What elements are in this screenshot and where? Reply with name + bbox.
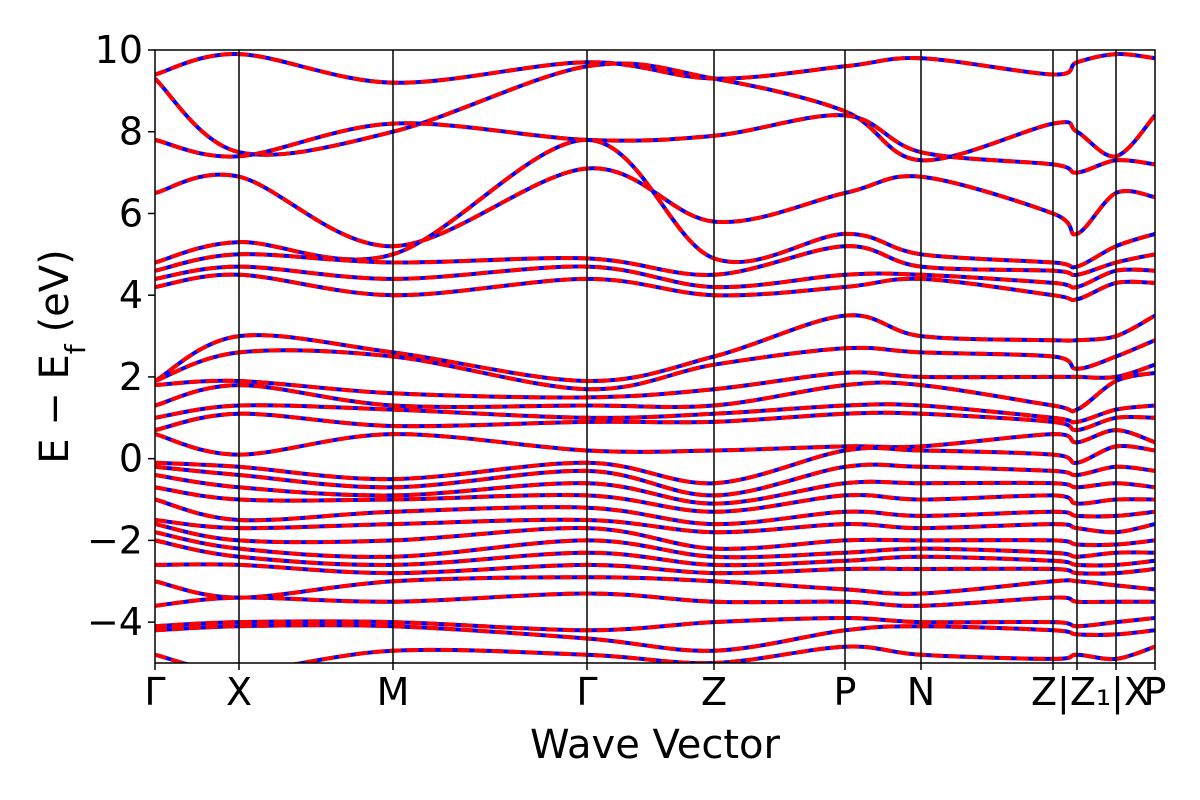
kpoint-lines xyxy=(238,50,1117,663)
y-axis-ticks: −4 −2 0 2 4 6 8 10 xyxy=(87,28,155,644)
y-tick-label-2: 0 xyxy=(119,437,143,481)
y-axis-label-unit: (eV) xyxy=(32,249,78,332)
band-line-25 xyxy=(155,575,1155,600)
y-tick-label-6: 8 xyxy=(119,110,143,154)
band-line-8 xyxy=(155,313,1155,384)
x-tick-label-1: X xyxy=(226,670,252,714)
y-axis-label-main: E − E xyxy=(32,354,78,464)
band-line-3 xyxy=(155,166,1155,249)
band-line-overlay-22 xyxy=(155,530,1155,560)
y-tick-label-5: 6 xyxy=(119,191,143,235)
x-tick-label-2: M xyxy=(377,670,410,714)
x-axis-ticks: Γ X M Γ Z P N Z|Z₁|XP xyxy=(144,663,1166,715)
band-line-29 xyxy=(155,644,1155,663)
y-tick-label-3: 2 xyxy=(119,355,143,399)
band-line-overlay-9 xyxy=(155,338,1155,392)
y-tick-label-0: −4 xyxy=(87,600,143,644)
x-tick-label-6: N xyxy=(907,670,935,714)
band-line-2 xyxy=(155,113,1155,175)
plot-frame xyxy=(154,49,1156,664)
x-tick-label-3: Γ xyxy=(576,670,597,714)
y-tick-label-7: 10 xyxy=(95,28,143,72)
band-line-overlay-1 xyxy=(155,61,1155,163)
band-line-overlay-3 xyxy=(155,166,1155,249)
x-tick-label-4: Z xyxy=(701,670,727,714)
bands-layer xyxy=(155,52,1155,663)
y-axis-label: E − Ef (eV) xyxy=(32,249,92,464)
band-line-16 xyxy=(155,462,1155,498)
band-line-9 xyxy=(155,338,1155,392)
x-tick-label-tail: Z|Z₁|X xyxy=(1031,670,1150,715)
band-line-11 xyxy=(155,370,1155,414)
x-axis-label: Wave Vector xyxy=(530,722,781,768)
x-tick-label-10: P xyxy=(1144,670,1167,714)
band-line-overlay-2 xyxy=(155,113,1155,175)
y-axis-label-subscript: f xyxy=(59,343,92,354)
y-tick-label-4: 4 xyxy=(119,273,143,317)
x-tick-label-5: P xyxy=(834,670,857,714)
band-line-28 xyxy=(155,623,1155,653)
band-line-5 xyxy=(155,244,1155,278)
band-line-1 xyxy=(155,61,1155,163)
y-tick-label-1: −2 xyxy=(87,518,143,562)
band-line-14 xyxy=(155,428,1155,457)
band-line-15 xyxy=(155,443,1155,486)
x-tick-label-0: Γ xyxy=(144,670,165,714)
